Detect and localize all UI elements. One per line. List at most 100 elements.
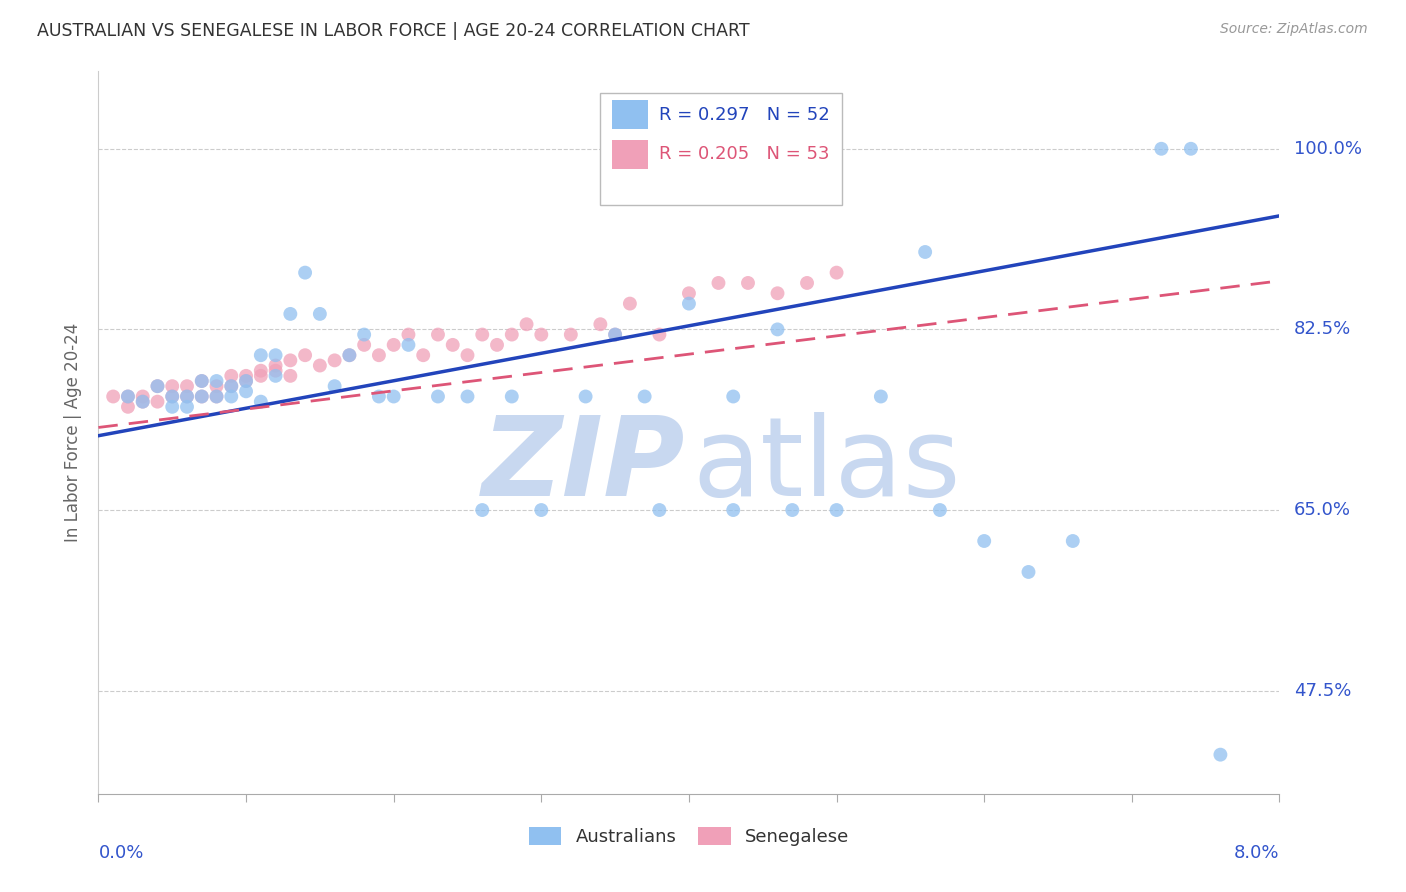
Australians (973, 533, 995, 548)
Text: 47.5%: 47.5% (1294, 681, 1351, 699)
Senegalese (766, 286, 789, 301)
Australians (501, 389, 523, 403)
Senegalese (825, 266, 848, 280)
Australians (221, 389, 243, 403)
Senegalese (398, 327, 420, 342)
Text: 100.0%: 100.0% (1294, 140, 1361, 158)
Australians (575, 389, 598, 403)
Australians (162, 400, 183, 414)
Text: 65.0%: 65.0% (1294, 501, 1351, 519)
Senegalese (309, 359, 332, 373)
Senegalese (264, 364, 287, 378)
Australians (235, 384, 257, 399)
Senegalese (191, 374, 214, 388)
Australians (191, 389, 214, 403)
Senegalese (162, 389, 183, 403)
Senegalese (176, 379, 198, 393)
Text: atlas: atlas (693, 411, 960, 518)
Australians (1209, 747, 1232, 762)
Legend: Australians, Senegalese: Australians, Senegalese (522, 821, 856, 854)
Senegalese (382, 338, 405, 352)
Senegalese (117, 389, 139, 403)
Australians (870, 389, 893, 403)
Senegalese (221, 379, 243, 393)
Australians (176, 400, 198, 414)
Senegalese (132, 394, 155, 409)
Senegalese (221, 368, 243, 383)
Y-axis label: In Labor Force | Age 20-24: In Labor Force | Age 20-24 (65, 323, 83, 542)
Australians (132, 394, 155, 409)
Senegalese (368, 348, 391, 362)
Senegalese (560, 327, 582, 342)
Australians (427, 389, 450, 403)
Senegalese (250, 368, 273, 383)
Senegalese (250, 364, 273, 378)
Senegalese (191, 389, 214, 403)
Bar (612, 140, 648, 169)
Australians (250, 394, 273, 409)
Australians (766, 322, 789, 336)
Australians (205, 374, 228, 388)
Senegalese (205, 379, 228, 393)
Australians (176, 389, 198, 403)
Australians (678, 296, 700, 310)
Senegalese (678, 286, 700, 301)
Senegalese (412, 348, 434, 362)
Text: Source: ZipAtlas.com: Source: ZipAtlas.com (1220, 22, 1368, 37)
Text: R = 0.297   N = 52: R = 0.297 N = 52 (659, 106, 830, 124)
Australians (471, 503, 494, 517)
Australians (162, 389, 183, 403)
Bar (612, 100, 648, 129)
Senegalese (280, 353, 302, 368)
Australians (1150, 142, 1173, 156)
Australians (648, 503, 671, 517)
Australians (1062, 533, 1084, 548)
Text: AUSTRALIAN VS SENEGALESE IN LABOR FORCE | AGE 20-24 CORRELATION CHART: AUSTRALIAN VS SENEGALESE IN LABOR FORCE … (37, 22, 749, 40)
Senegalese (146, 379, 169, 393)
Australians (398, 338, 420, 352)
Australians (457, 389, 479, 403)
Senegalese (441, 338, 464, 352)
Australians (117, 389, 139, 403)
Text: R = 0.205   N = 53: R = 0.205 N = 53 (659, 145, 830, 163)
Australians (250, 348, 273, 362)
Senegalese (605, 327, 627, 342)
Senegalese (162, 379, 183, 393)
Senegalese (796, 276, 818, 290)
Senegalese (471, 327, 494, 342)
Senegalese (486, 338, 509, 352)
Senegalese (589, 317, 612, 331)
Senegalese (737, 276, 759, 290)
Text: 8.0%: 8.0% (1234, 845, 1279, 863)
Australians (914, 244, 936, 259)
Senegalese (323, 353, 346, 368)
Australians (530, 503, 553, 517)
Australians (782, 503, 804, 517)
Australians (235, 374, 257, 388)
Australians (368, 389, 391, 403)
Australians (723, 389, 745, 403)
Text: ZIP: ZIP (482, 411, 685, 518)
Australians (205, 389, 228, 403)
Australians (1018, 565, 1040, 579)
Text: 82.5%: 82.5% (1294, 320, 1351, 338)
Senegalese (176, 389, 198, 403)
Senegalese (294, 348, 316, 362)
Australians (191, 374, 214, 388)
Senegalese (353, 338, 375, 352)
Senegalese (235, 368, 257, 383)
Australians (264, 368, 287, 383)
Senegalese (132, 389, 155, 403)
Australians (825, 503, 848, 517)
Bar (600, 93, 842, 205)
Australians (323, 379, 346, 393)
Senegalese (648, 327, 671, 342)
Senegalese (516, 317, 538, 331)
Australians (309, 307, 332, 321)
Text: 0.0%: 0.0% (98, 845, 143, 863)
Senegalese (501, 327, 523, 342)
Australians (146, 379, 169, 393)
Australians (353, 327, 375, 342)
Senegalese (264, 359, 287, 373)
Senegalese (427, 327, 450, 342)
